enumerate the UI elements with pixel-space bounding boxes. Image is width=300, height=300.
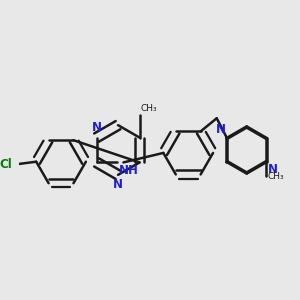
Text: CH₃: CH₃ bbox=[268, 172, 284, 181]
Text: Cl: Cl bbox=[0, 158, 12, 171]
Text: N: N bbox=[216, 124, 226, 136]
Text: N: N bbox=[113, 178, 123, 191]
Text: N: N bbox=[268, 163, 278, 176]
Text: N: N bbox=[92, 121, 101, 134]
Text: NH: NH bbox=[118, 164, 138, 177]
Text: CH₃: CH₃ bbox=[140, 104, 157, 113]
